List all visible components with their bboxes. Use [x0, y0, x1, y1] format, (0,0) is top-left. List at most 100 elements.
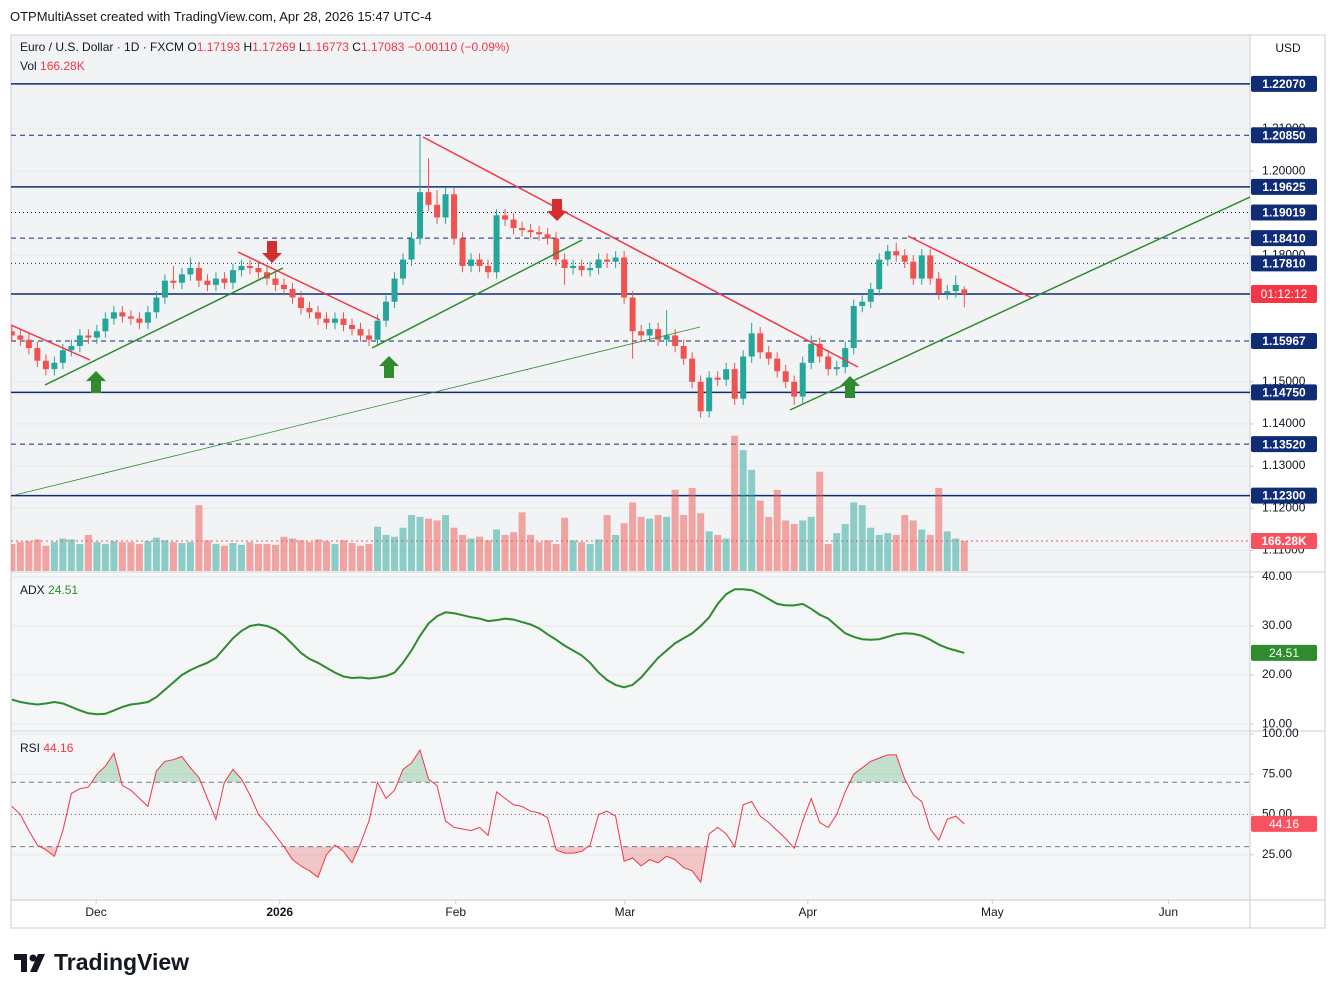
candle-body	[952, 284, 959, 292]
candle-body	[935, 278, 942, 294]
volume-bar	[790, 524, 798, 571]
y-tick-label: 10.00	[1262, 716, 1292, 730]
candle-body	[519, 227, 526, 231]
candle-body	[136, 318, 143, 323]
candle-body	[961, 289, 968, 295]
candle-body	[408, 238, 415, 260]
volume-bar	[544, 540, 552, 571]
volume-bar	[527, 534, 535, 571]
trend-line	[907, 235, 1033, 299]
candle-body	[791, 381, 798, 397]
legend-key: H	[243, 40, 253, 54]
candle-body	[587, 268, 594, 271]
volume-bar	[322, 541, 330, 571]
candle-body	[391, 278, 398, 302]
rsi-name: RSI	[20, 741, 41, 755]
candle-body	[570, 265, 577, 269]
volume-bar	[697, 513, 705, 571]
candle-body	[383, 301, 390, 321]
candle-body	[42, 360, 49, 370]
candle-body	[595, 259, 602, 269]
legend-value: 1.17083	[360, 40, 405, 54]
volume-bar	[59, 538, 67, 571]
trend-line	[14, 326, 701, 496]
volume-bar	[331, 543, 339, 571]
candle-body	[110, 312, 117, 319]
candle-body	[502, 215, 509, 220]
volume-bar	[731, 435, 739, 571]
volume-label-box	[1251, 532, 1317, 549]
volume-bar	[348, 543, 356, 571]
candle-body	[859, 301, 866, 306]
volume-bar	[425, 518, 433, 571]
candle-body	[272, 278, 279, 285]
candle-body	[536, 232, 543, 235]
volume-bar	[110, 541, 118, 571]
legend-value: 1.17269	[252, 40, 296, 54]
level-label-box	[1251, 333, 1317, 350]
volume-bar	[484, 540, 492, 571]
credit: OTPMultiAsset created with TradingView.c…	[10, 9, 432, 24]
trend-line	[11, 324, 91, 361]
candle-body	[748, 333, 755, 357]
candle-body	[646, 329, 653, 336]
volume-bar	[510, 532, 518, 571]
volume-bar	[952, 538, 960, 571]
candle-body	[331, 318, 338, 323]
volume-bar	[807, 516, 815, 571]
candle-body	[944, 291, 951, 294]
volume-bar	[918, 529, 926, 571]
legend-key: O	[187, 40, 197, 54]
volume-bar	[408, 515, 416, 571]
candle-body	[918, 255, 925, 279]
candle-body	[697, 381, 704, 412]
volume-bar	[84, 534, 92, 571]
volume-bar	[680, 515, 688, 571]
candle-body	[170, 280, 177, 283]
volume-bar	[799, 520, 807, 571]
candle-body	[740, 356, 747, 399]
volume-bar	[850, 502, 858, 571]
volume-bar	[773, 489, 781, 571]
candle-body	[451, 194, 458, 239]
volume-bar	[237, 544, 245, 571]
candle-body	[255, 268, 262, 273]
volume-bar	[33, 539, 41, 571]
currency: USD	[1275, 41, 1301, 55]
vol-name: Vol	[20, 59, 37, 73]
volume-bar	[858, 505, 866, 571]
rsi-line	[11, 748, 965, 884]
candle-body	[366, 335, 373, 340]
candle-body	[25, 339, 32, 349]
level-label: 1.15967	[1262, 334, 1306, 348]
level-label: 1.12300	[1262, 489, 1306, 503]
candle-body	[723, 369, 730, 380]
candle-body	[119, 312, 126, 317]
volume-bar	[433, 520, 441, 571]
candle-body	[808, 343, 815, 363]
candle-body	[340, 318, 347, 325]
trend-line	[371, 239, 583, 349]
candle-body	[161, 280, 168, 298]
candle-body	[578, 265, 585, 271]
candle-body	[893, 251, 900, 256]
x-tick-label: Feb	[445, 905, 466, 919]
candle-body	[68, 345, 75, 351]
level-label-box	[1251, 178, 1317, 195]
last-value-label: 44.16	[1269, 817, 1299, 831]
candle-body	[910, 261, 917, 279]
brand: TradingView	[54, 949, 189, 975]
volume-bar	[476, 536, 484, 571]
legend-value: 1.16773	[305, 40, 349, 54]
trend-line	[422, 136, 859, 368]
volume-bar	[459, 534, 467, 571]
candle-body	[187, 268, 194, 275]
rsi-value: 44.16	[43, 741, 74, 755]
candle-body	[178, 274, 185, 283]
volume-bar	[297, 540, 305, 571]
volume-bar	[663, 516, 671, 571]
volume-bar	[722, 538, 730, 571]
volume-bar	[101, 543, 109, 571]
candle-body	[553, 238, 560, 260]
